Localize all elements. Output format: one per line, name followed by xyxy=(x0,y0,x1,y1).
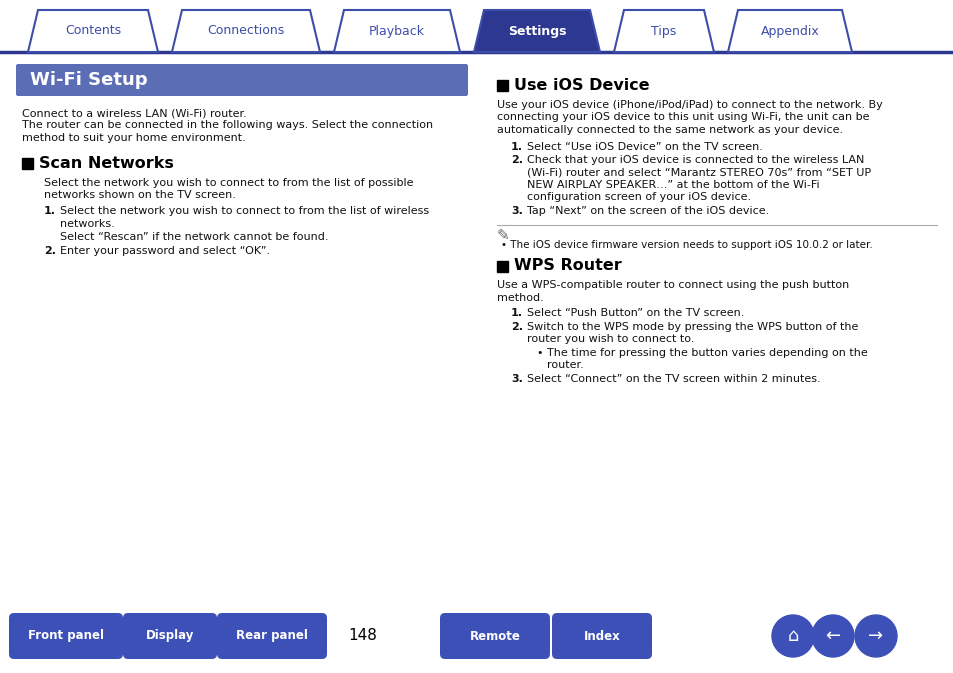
Text: 1.: 1. xyxy=(511,308,522,318)
Text: 148: 148 xyxy=(348,629,377,643)
Text: Select “Connect” on the TV screen within 2 minutes.: Select “Connect” on the TV screen within… xyxy=(526,374,820,384)
Text: Tap “Next” on the screen of the iOS device.: Tap “Next” on the screen of the iOS devi… xyxy=(526,206,768,216)
Text: Remote: Remote xyxy=(469,629,520,643)
Text: Wi-Fi Setup: Wi-Fi Setup xyxy=(30,71,148,89)
Text: Appendix: Appendix xyxy=(760,24,819,38)
Text: Connect to a wireless LAN (Wi-Fi) router.: Connect to a wireless LAN (Wi-Fi) router… xyxy=(22,108,247,118)
Polygon shape xyxy=(334,10,459,52)
Bar xyxy=(497,80,507,91)
Text: Use a WPS-compatible router to connect using the push button: Use a WPS-compatible router to connect u… xyxy=(497,281,848,291)
Text: Scan Networks: Scan Networks xyxy=(39,155,173,170)
Text: Use your iOS device (iPhone/iPod/iPad) to connect to the network. By: Use your iOS device (iPhone/iPod/iPad) t… xyxy=(497,100,882,110)
Text: 2.: 2. xyxy=(511,155,522,165)
FancyBboxPatch shape xyxy=(16,64,468,96)
Text: router.: router. xyxy=(546,361,583,371)
Text: Display: Display xyxy=(146,629,194,643)
Text: Settings: Settings xyxy=(507,24,566,38)
Circle shape xyxy=(854,615,896,657)
Text: ←: ← xyxy=(824,627,840,645)
Text: Playback: Playback xyxy=(369,24,424,38)
Text: method.: method. xyxy=(497,293,543,303)
Text: ⌂: ⌂ xyxy=(786,627,798,645)
Polygon shape xyxy=(172,10,319,52)
Text: WPS Router: WPS Router xyxy=(514,258,621,273)
Text: Select the network you wish to connect to from the list of possible: Select the network you wish to connect t… xyxy=(44,178,413,188)
Bar xyxy=(497,260,507,271)
Text: Select the network you wish to connect to from the list of wireless: Select the network you wish to connect t… xyxy=(60,207,429,217)
Text: Switch to the WPS mode by pressing the WPS button of the: Switch to the WPS mode by pressing the W… xyxy=(526,322,858,332)
FancyBboxPatch shape xyxy=(216,613,327,659)
Text: 1.: 1. xyxy=(511,141,522,151)
Text: Tips: Tips xyxy=(651,24,676,38)
Text: 2.: 2. xyxy=(511,322,522,332)
Text: automatically connected to the same network as your device.: automatically connected to the same netw… xyxy=(497,125,842,135)
Text: Select “Use iOS Device” on the TV screen.: Select “Use iOS Device” on the TV screen… xyxy=(526,141,762,151)
Circle shape xyxy=(771,615,813,657)
Polygon shape xyxy=(614,10,713,52)
Text: Rear panel: Rear panel xyxy=(235,629,308,643)
Text: ✎: ✎ xyxy=(497,229,509,244)
Text: 1.: 1. xyxy=(44,207,56,217)
Polygon shape xyxy=(727,10,851,52)
FancyBboxPatch shape xyxy=(9,613,123,659)
Polygon shape xyxy=(474,10,599,52)
Text: Front panel: Front panel xyxy=(28,629,104,643)
Text: Enter your password and select “OK”.: Enter your password and select “OK”. xyxy=(60,246,270,256)
FancyBboxPatch shape xyxy=(123,613,216,659)
Text: Use iOS Device: Use iOS Device xyxy=(514,78,649,93)
FancyBboxPatch shape xyxy=(552,613,651,659)
Text: connecting your iOS device to this unit using Wi-Fi, the unit can be: connecting your iOS device to this unit … xyxy=(497,112,868,122)
Text: Select “Push Button” on the TV screen.: Select “Push Button” on the TV screen. xyxy=(526,308,743,318)
Text: 3.: 3. xyxy=(511,206,522,216)
Text: • The time for pressing the button varies depending on the: • The time for pressing the button varie… xyxy=(537,348,867,358)
Text: →: → xyxy=(867,627,882,645)
Text: method to suit your home environment.: method to suit your home environment. xyxy=(22,133,246,143)
Text: (Wi-Fi) router and select “Marantz STEREO 70s” from “SET UP: (Wi-Fi) router and select “Marantz STERE… xyxy=(526,168,870,178)
Bar xyxy=(22,157,33,168)
Text: Connections: Connections xyxy=(207,24,284,38)
Text: networks.: networks. xyxy=(60,219,114,229)
Text: networks shown on the TV screen.: networks shown on the TV screen. xyxy=(44,190,235,200)
FancyBboxPatch shape xyxy=(439,613,550,659)
Text: configuration screen of your iOS device.: configuration screen of your iOS device. xyxy=(526,192,750,203)
Text: Select “Rescan” if the network cannot be found.: Select “Rescan” if the network cannot be… xyxy=(60,232,328,242)
Text: router you wish to connect to.: router you wish to connect to. xyxy=(526,334,694,345)
Text: Check that your iOS device is connected to the wireless LAN: Check that your iOS device is connected … xyxy=(526,155,863,165)
Polygon shape xyxy=(28,10,158,52)
Text: NEW AIRPLAY SPEAKER…” at the bottom of the Wi-Fi: NEW AIRPLAY SPEAKER…” at the bottom of t… xyxy=(526,180,819,190)
Text: Index: Index xyxy=(583,629,619,643)
Text: • The iOS device firmware version needs to support iOS 10.0.2 or later.: • The iOS device firmware version needs … xyxy=(500,240,872,250)
Text: 3.: 3. xyxy=(511,374,522,384)
Text: The router can be connected in the following ways. Select the connection: The router can be connected in the follo… xyxy=(22,120,433,131)
Text: Contents: Contents xyxy=(65,24,121,38)
Text: 2.: 2. xyxy=(44,246,56,256)
Circle shape xyxy=(811,615,853,657)
